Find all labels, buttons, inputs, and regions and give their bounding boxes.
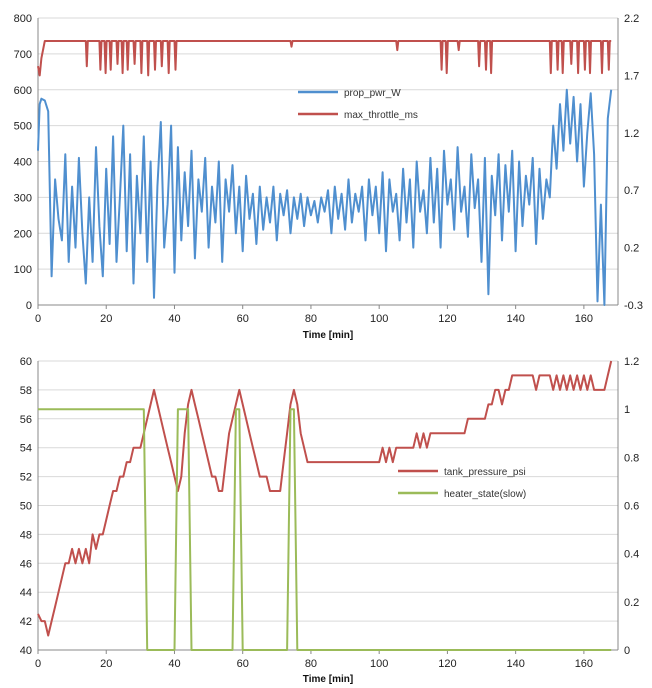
y-tick-label: 500 [14, 121, 32, 133]
x-tick-label: 60 [237, 658, 249, 670]
y-tick-label: 56 [20, 414, 32, 426]
y-tick-label: 300 [14, 192, 32, 204]
chart-2: 40 42 44 46 48 50 52 54 56 58 60 0 0.2 0.4 0.6 0.8 1 1.2 0… [20, 356, 640, 685]
series-line-heater-state-slow- [38, 408, 612, 651]
y2-tick-label: 1 [624, 404, 630, 416]
y-tick-label: 52 [20, 472, 32, 484]
x-tick-label: 60 [237, 313, 249, 325]
series-line-max-throttle-ms [37, 40, 612, 77]
x-tick-label: 120 [438, 313, 456, 325]
legend-label: heater_state(slow) [444, 489, 526, 500]
y-tick-label: 50 [20, 501, 32, 513]
y2-tick-label: 0.2 [624, 597, 639, 609]
x-tick-label: 100 [370, 658, 388, 670]
y2-tick-label: 0.2 [624, 243, 639, 255]
legend-label: prop_pwr_W [344, 88, 401, 99]
x-tick-label: 40 [168, 313, 180, 325]
y-tick-label: 40 [20, 645, 32, 657]
y2-tick-label: 0 [624, 645, 630, 657]
x-tick-label: 120 [438, 658, 456, 670]
y2-tick-label: -0.3 [624, 300, 643, 312]
legend-label: max_throttle_ms [344, 110, 418, 121]
x-tick-label: 160 [575, 658, 593, 670]
chart-1: 0100200300400500600700800-0.30.20.71.21.… [14, 13, 643, 341]
y-tick-label: 60 [20, 356, 32, 368]
y2-tick-label: 1.7 [624, 70, 639, 82]
x-tick-label: 80 [305, 313, 317, 325]
y2-tick-label: 0.4 [624, 549, 639, 561]
y-tick-label: 58 [20, 385, 32, 397]
x-tick-label: 160 [575, 313, 593, 325]
x-tick-label: 40 [168, 658, 180, 670]
y-tick-label: 800 [14, 13, 32, 25]
series-line-prop-pwr-w [37, 88, 613, 306]
y2-tick-label: 0.6 [624, 501, 639, 513]
y-tick-label: 54 [20, 443, 32, 455]
x-tick-label: 140 [506, 313, 524, 325]
y2-tick-label: 1.2 [624, 356, 639, 368]
y-tick-label: 100 [14, 264, 32, 276]
x-tick-label: 0 [35, 313, 41, 325]
x-axis-title: Time [min] [303, 330, 353, 341]
y2-tick-label: 1.2 [624, 128, 639, 140]
x-tick-label: 20 [100, 658, 112, 670]
y-tick-label: 200 [14, 228, 32, 240]
series-line-tank-pressure-psi [37, 360, 613, 637]
y-tick-label: 42 [20, 616, 32, 628]
x-tick-label: 100 [370, 313, 388, 325]
x-tick-label: 80 [305, 658, 317, 670]
y-tick-label: 44 [20, 587, 32, 599]
x-tick-label: 20 [100, 313, 112, 325]
y-tick-label: 700 [14, 49, 32, 61]
y-tick-label: 400 [14, 157, 32, 169]
x-tick-label: 140 [506, 658, 524, 670]
y-tick-label: 46 [20, 558, 32, 570]
y2-tick-label: 0.8 [624, 452, 639, 464]
y2-tick-label: 2.2 [624, 13, 639, 25]
y2-tick-label: 0.7 [624, 185, 639, 197]
x-axis-title: Time [min] [303, 674, 353, 685]
x-tick-label: 0 [35, 658, 41, 670]
y-tick-label: 48 [20, 529, 32, 541]
y-tick-label: 600 [14, 85, 32, 97]
legend-label: tank_pressure_psi [444, 467, 526, 478]
y-tick-label: 0 [26, 300, 32, 312]
